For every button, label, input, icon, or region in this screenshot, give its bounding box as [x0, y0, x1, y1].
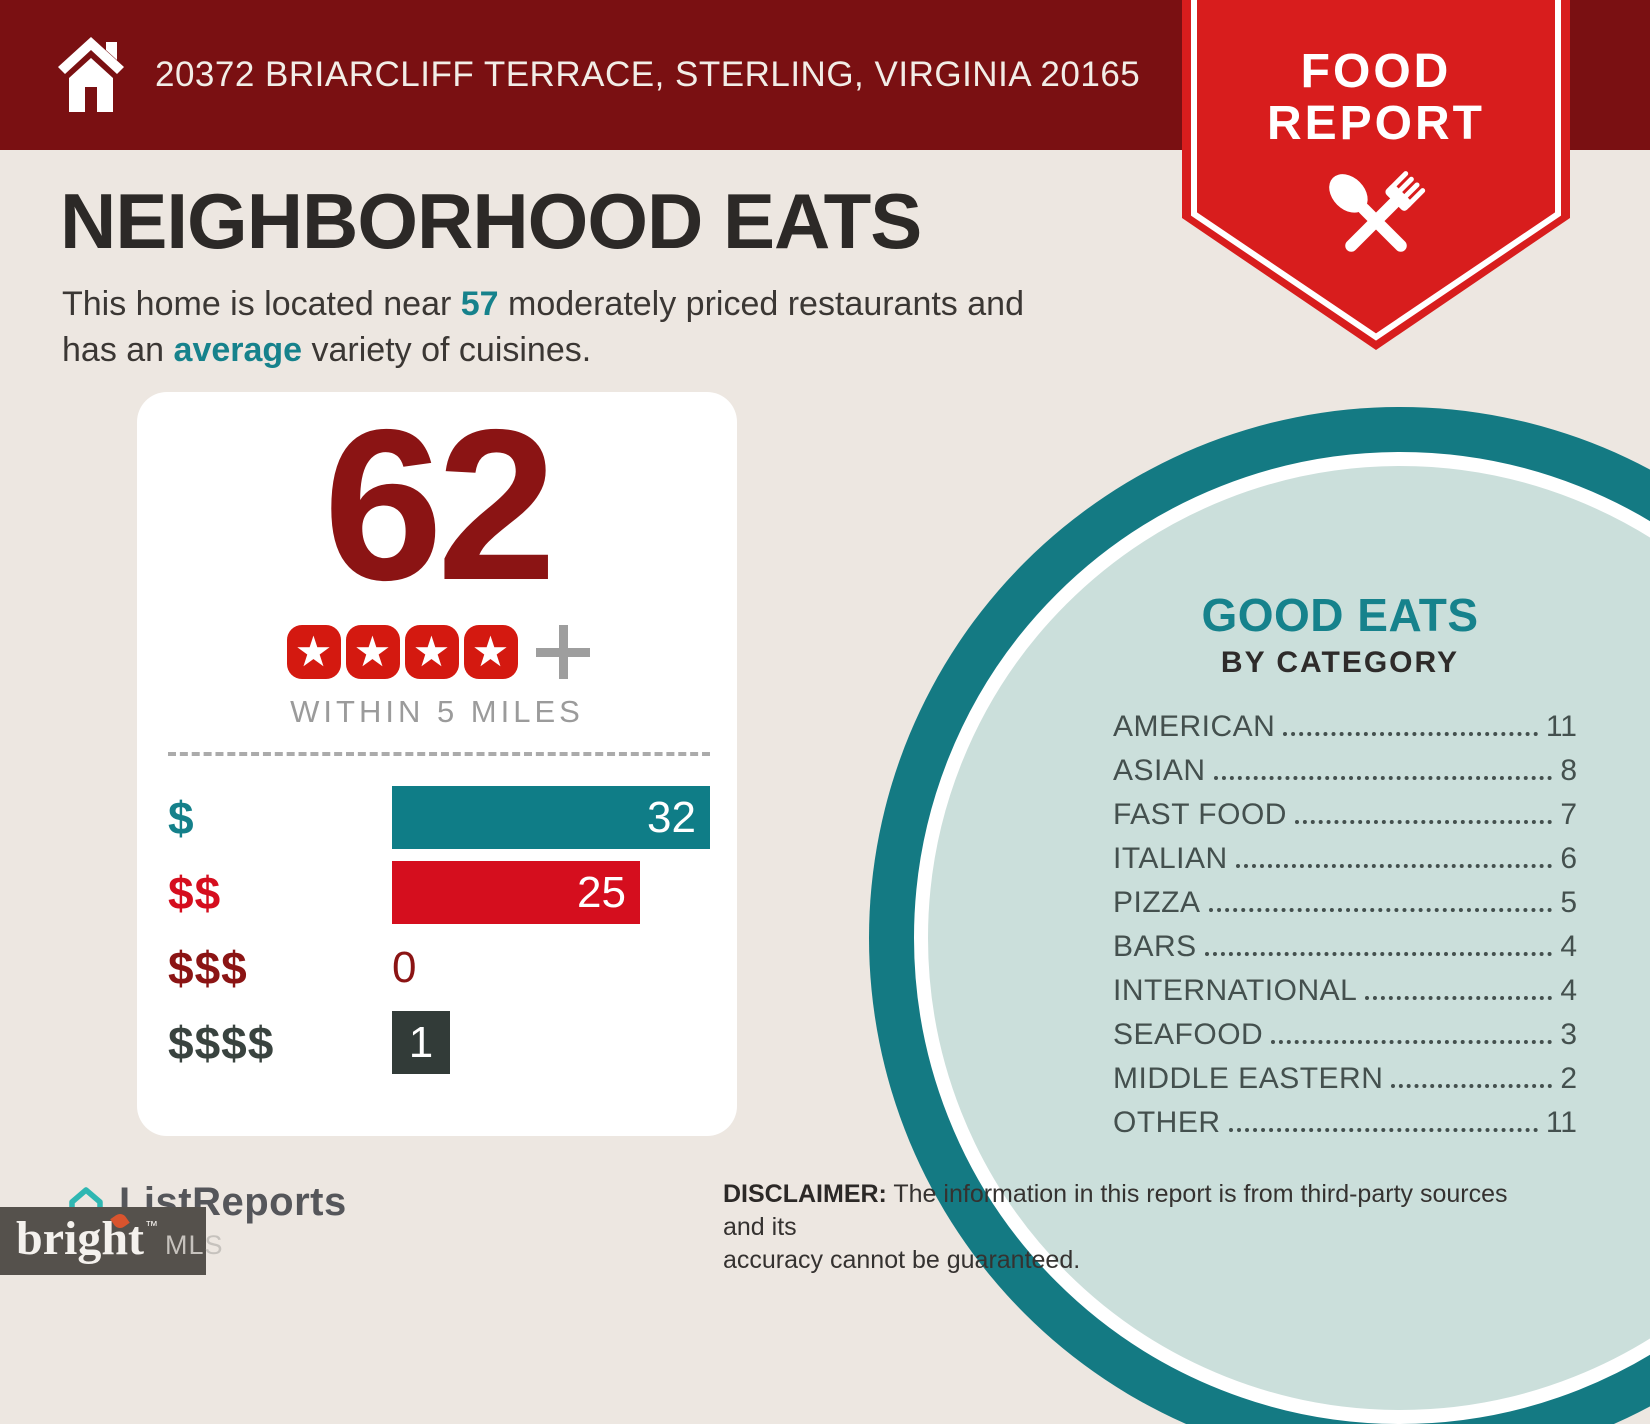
category-value: 7 — [1560, 798, 1577, 831]
price-bar: 1 — [392, 1011, 450, 1074]
category-label: PIZZA — [1113, 886, 1201, 919]
dotted-leader — [1391, 1084, 1553, 1088]
bright-mls-watermark: bright ™ MLS — [0, 1207, 223, 1275]
price-row: $$ 25 — [168, 861, 713, 924]
category-row: INTERNATIONAL 4 — [1113, 976, 1577, 1006]
mls-label: MLS — [165, 1230, 224, 1260]
price-tier-label: $$ — [168, 866, 222, 919]
category-value: 2 — [1560, 1062, 1577, 1095]
price-row: $32 — [168, 786, 713, 849]
category-row: OTHER 11 — [1113, 1108, 1577, 1138]
star-icon: ★ — [286, 625, 341, 679]
dotted-leader — [1235, 864, 1553, 868]
plus-icon — [536, 625, 590, 679]
price-row: $$$$ 1 — [168, 1011, 713, 1074]
category-row: AMERICAN 11 — [1113, 712, 1577, 742]
variety-highlight: average — [173, 330, 303, 369]
star-glyph: ★ — [471, 627, 510, 676]
category-row: PIZZA 5 — [1113, 888, 1577, 918]
price-bar-value: 25 — [577, 867, 626, 917]
restaurant-count-score: 62 — [323, 384, 556, 625]
star-icon: ★ — [345, 625, 400, 679]
dotted-leader — [1208, 908, 1553, 912]
star-glyph: ★ — [353, 627, 392, 676]
intro-text: This home is located near 57 moderately … — [62, 282, 1082, 374]
price-bar-value: 1 — [408, 1017, 434, 1067]
restaurant-score-card: 62 ★ ★ ★ ★ WITHIN 5 MILES $32 $$ 25 $$$ 0 $$$$ 1 — [137, 392, 737, 1136]
category-list: AMERICAN 11 ASIAN 8 FAST FOOD 7 ITALIAN 6 PIZZA 5… — [1113, 712, 1577, 1152]
category-label: SEAFOOD — [1113, 1018, 1264, 1051]
dotted-leader — [1204, 952, 1553, 956]
disclaimer-line1: The information in this report is from t… — [723, 1180, 1508, 1241]
category-label: ASIAN — [1113, 754, 1206, 787]
category-value: 4 — [1560, 930, 1577, 963]
price-bar: 25 — [392, 861, 640, 924]
badge-title-food: FOOD — [1300, 45, 1452, 98]
star-glyph: ★ — [412, 627, 451, 676]
dashed-divider — [168, 752, 710, 756]
price-bar-value: 32 — [647, 792, 696, 842]
intro-text-part: variety of cuisines. — [302, 330, 592, 369]
category-row: ASIAN 8 — [1113, 756, 1577, 786]
disclaimer-label: DISCLAIMER: — [723, 1180, 887, 1208]
property-address: 20372 BRIARCLIFF TERRACE, STERLING, VIRG… — [155, 55, 1141, 94]
price-tier-label: $$$ — [168, 941, 248, 994]
dotted-leader — [1365, 996, 1553, 1000]
dotted-leader — [1294, 820, 1553, 824]
intro-text-part: moderately priced restaurants and has an — [62, 285, 1024, 369]
good-eats-subtitle: BY CATEGORY — [1220, 646, 1460, 679]
star-icon: ★ — [404, 625, 459, 679]
good-eats-title: GOOD EATS — [1201, 589, 1479, 641]
disclaimer-line2: accuracy cannot be guaranteed. — [723, 1246, 1081, 1274]
price-bar: 32 — [392, 786, 710, 849]
disclaimer: DISCLAIMER: The information in this repo… — [723, 1178, 1553, 1277]
star-glyph: ★ — [294, 627, 333, 676]
category-row: FAST FOOD 7 — [1113, 800, 1577, 830]
dotted-leader — [1283, 732, 1538, 736]
category-value: 8 — [1560, 754, 1577, 787]
category-value: 11 — [1545, 1106, 1577, 1139]
category-label: FAST FOOD — [1113, 798, 1287, 831]
crossed-spoon-fork-icon — [1329, 171, 1426, 252]
price-tier-label: $ — [168, 791, 195, 844]
price-bars: $32 $$ 25 $$$ 0 $$$$ 1 — [168, 786, 713, 1086]
category-label: ITALIAN — [1113, 842, 1228, 875]
category-row: MIDDLE EASTERN 2 — [1113, 1064, 1577, 1094]
price-tier-label: $$$$ — [168, 1016, 275, 1069]
trademark-symbol: ™ — [145, 1218, 159, 1233]
category-value: 3 — [1560, 1018, 1577, 1051]
category-row: SEAFOOD 3 — [1113, 1020, 1577, 1050]
star-icon: ★ — [463, 625, 518, 679]
home-icon — [58, 37, 124, 112]
category-row: ITALIAN 6 — [1113, 844, 1577, 874]
category-label: AMERICAN — [1113, 710, 1276, 743]
category-label: INTERNATIONAL — [1113, 974, 1358, 1007]
category-value: 4 — [1560, 974, 1577, 1007]
page-title: NEIGHBORHOOD EATS — [60, 177, 922, 265]
category-value: 5 — [1560, 886, 1577, 919]
badge-title-report: REPORT — [1266, 97, 1485, 150]
radius-label: WITHIN 5 MILES — [290, 694, 584, 729]
ribbon-banner-shape — [1182, 0, 1570, 350]
category-row: BARS 4 — [1113, 932, 1577, 962]
dotted-leader — [1213, 776, 1553, 780]
price-bar-value: 0 — [392, 942, 417, 992]
price-row: $$$ 0 — [168, 936, 713, 999]
category-label: BARS — [1113, 930, 1197, 963]
dotted-leader — [1228, 1128, 1538, 1132]
category-label: OTHER — [1113, 1106, 1221, 1139]
food-report-badge: FOOD REPORT — [1182, 0, 1570, 352]
intro-text-part: This home is located near — [62, 285, 461, 323]
restaurant-count-highlight: 57 — [460, 285, 499, 323]
star-rating: ★ ★ ★ ★ — [137, 625, 737, 679]
category-label: MIDDLE EASTERN — [1113, 1062, 1384, 1095]
category-value: 11 — [1545, 710, 1577, 743]
category-value: 6 — [1560, 842, 1577, 875]
dotted-leader — [1271, 1040, 1553, 1044]
